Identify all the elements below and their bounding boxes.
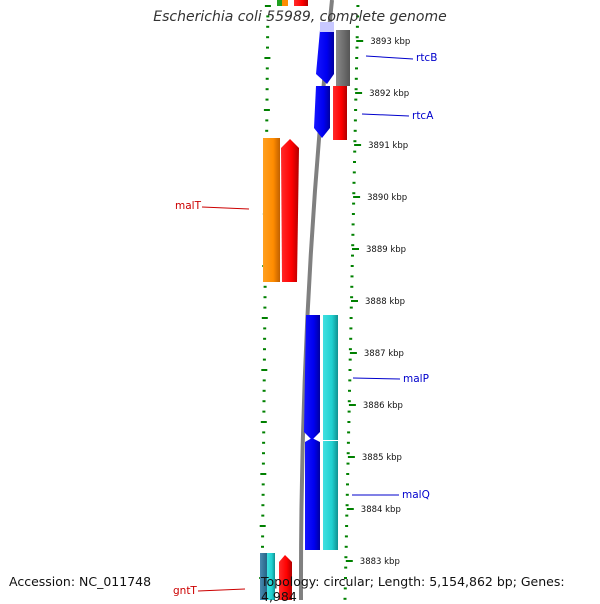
gene-label-gntT: gntT bbox=[173, 585, 197, 597]
kbp-tick-label: 3889 kbp bbox=[366, 245, 406, 255]
gntT-leader bbox=[197, 588, 246, 592]
gene-label-rtcB: rtcB bbox=[416, 52, 437, 64]
gene-label-malT: malT bbox=[175, 200, 202, 212]
malP-leader bbox=[352, 377, 401, 380]
genome-backbone bbox=[298, 0, 334, 600]
kbp-tick-label: 3887 kbp bbox=[364, 349, 404, 359]
gene-cyan-block-2 bbox=[323, 441, 338, 550]
gene-red-block-rtcA bbox=[333, 86, 347, 140]
kbp-tick-label: 3884 kbp bbox=[361, 505, 401, 515]
kbp-tick-label: 3885 kbp bbox=[362, 453, 402, 463]
gene-rtcB-top bbox=[320, 22, 334, 32]
gene-malP-arrow bbox=[304, 315, 320, 440]
kbp-ruler: 3893 kbp 3892 kbp 3891 kbp 3890 kbp 3889 kbp… bbox=[345, 37, 410, 567]
kbp-tick-label: 3891 kbp bbox=[368, 141, 408, 151]
gene-orange-block bbox=[263, 138, 280, 282]
kbp-tick-label: 3886 kbp bbox=[363, 401, 403, 411]
kbp-tick-label: 3883 kbp bbox=[360, 557, 400, 567]
gene-gray-block bbox=[336, 30, 350, 86]
gene-malT-arrow bbox=[281, 139, 299, 282]
gene-bottom-red bbox=[279, 555, 292, 600]
gene-cyan-block-1 bbox=[323, 315, 338, 440]
gene-bottom-steel bbox=[260, 553, 268, 600]
kbp-tick-label: 3890 kbp bbox=[367, 193, 407, 203]
rtcA-leader bbox=[361, 113, 410, 117]
gene-label-malQ: malQ bbox=[402, 489, 430, 501]
gene-top-partial bbox=[277, 0, 308, 6]
kbp-tick-label: 3893 kbp bbox=[370, 37, 410, 47]
rtcB-leader bbox=[365, 55, 414, 60]
accession-label: Accession: NC_011748 bbox=[9, 574, 152, 589]
gene-malQ-arrow bbox=[305, 438, 320, 550]
kbp-tick-label: 3888 kbp bbox=[365, 297, 405, 307]
gene-label-malP: malP bbox=[403, 373, 429, 385]
gene-rtcA-arrow bbox=[314, 86, 330, 138]
map-title: Escherichia coli 55989, complete genome bbox=[153, 9, 447, 25]
tick-marks-outer bbox=[343, 5, 360, 600]
gene-rtcB-arrow bbox=[316, 30, 334, 84]
malT-leader bbox=[201, 206, 250, 210]
gene-bottom-cyan bbox=[267, 553, 275, 600]
gene-label-rtcA: rtcA bbox=[412, 110, 434, 122]
tick-marks-inner bbox=[259, 5, 271, 600]
kbp-tick-label: 3892 kbp bbox=[369, 89, 409, 99]
